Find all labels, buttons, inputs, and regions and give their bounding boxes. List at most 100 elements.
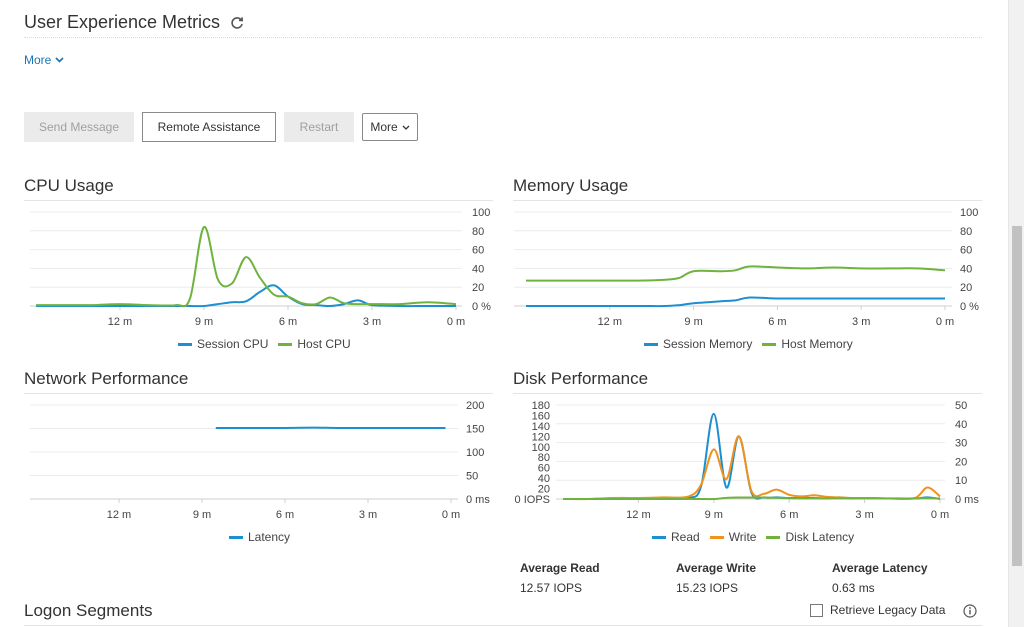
retrieve-legacy-label: Retrieve Legacy Data xyxy=(830,603,946,617)
series-line-host-memory xyxy=(526,265,946,282)
legend-label: Disk Latency xyxy=(785,530,855,544)
disk-title-divider xyxy=(513,393,982,394)
remote-assistance-button[interactable]: Remote Assistance xyxy=(142,112,276,142)
logon-segments-divider xyxy=(24,625,982,626)
y-left-tick-label: 40 xyxy=(538,473,550,485)
x-tick-label: 12 m xyxy=(108,316,132,328)
legend-label: Latency xyxy=(248,530,291,544)
memory-title-divider xyxy=(513,200,982,201)
y-left-tick-label: 60 xyxy=(538,463,550,475)
x-tick-label: 0 m xyxy=(442,509,460,521)
legend-write[interactable]: Write xyxy=(709,530,757,544)
average-write-label: Average Write xyxy=(676,561,757,575)
x-tick-label: 0 m xyxy=(931,509,949,521)
network-legend: Latency xyxy=(229,530,290,544)
network-performance-chart: 200 150 100 50 0 ms 12 m 9 m 6 m 3 m 0 m xyxy=(30,400,490,521)
logon-segments-title: Logon Segments xyxy=(24,601,153,620)
memory-usage-chart: 100 80 60 40 20 0 % 12 m 9 m 6 m 3 m 0 m xyxy=(514,207,979,328)
x-tick-label: 6 m xyxy=(780,509,798,521)
y-tick-label: 150 xyxy=(466,424,484,436)
y-left-tick-label: 20 xyxy=(538,484,550,496)
average-latency-label: Average Latency xyxy=(832,561,928,575)
chevron-down-icon xyxy=(402,125,410,130)
retrieve-legacy-checkbox[interactable] xyxy=(810,603,823,617)
y-left-tick-label: 180 xyxy=(532,400,550,412)
x-tick-label: 6 m xyxy=(279,316,297,328)
legend-session-cpu[interactable]: Session CPU xyxy=(178,337,268,351)
y-tick-label: 0 ms xyxy=(955,494,979,506)
legend-label: Write xyxy=(728,530,757,544)
more-details-link[interactable]: More xyxy=(24,53,64,67)
y-tick-label: 0 % xyxy=(472,301,491,313)
disk-performance-title: Disk Performance xyxy=(513,369,649,388)
legend-host-memory[interactable]: Host Memory xyxy=(762,337,853,351)
legend-host-cpu[interactable]: Host CPU xyxy=(278,337,351,351)
legend-disk-latency[interactable]: Disk Latency xyxy=(766,530,854,544)
restart-button[interactable]: Restart xyxy=(284,112,354,142)
average-read-value: 12.57 IOPS xyxy=(520,581,583,595)
more-actions-dropdown[interactable]: More xyxy=(362,113,418,141)
series-line-session-memory xyxy=(526,296,945,308)
legend-swatch xyxy=(762,342,777,346)
more-link-label: More xyxy=(24,53,52,67)
x-tick-label: 3 m xyxy=(363,316,381,328)
x-tick-label: 9 m xyxy=(193,509,211,521)
cpu-usage-title: CPU Usage xyxy=(24,176,114,195)
y-tick-label: 60 xyxy=(472,245,484,257)
x-tick-label: 0 m xyxy=(936,316,954,328)
y-tick-label: 50 xyxy=(955,400,967,412)
x-tick-label: 0 m xyxy=(447,316,465,328)
legend-swatch xyxy=(644,342,658,346)
y-tick-label: 20 xyxy=(960,282,972,294)
series-line-read xyxy=(562,412,941,501)
x-tick-label: 12 m xyxy=(107,509,131,521)
legend-latency[interactable]: Latency xyxy=(229,530,290,544)
retrieve-legacy-data-toggle[interactable]: Retrieve Legacy Data xyxy=(810,603,945,617)
y-left-tick-label: 80 xyxy=(538,452,550,464)
x-tick-label: 12 m xyxy=(598,316,622,328)
network-title-divider xyxy=(24,393,493,394)
series-line-disk-latency xyxy=(563,496,941,501)
cpu-title-divider xyxy=(24,200,493,201)
disk-legend: Read Write Disk Latency xyxy=(652,530,854,544)
cpu-usage-chart: 100 80 60 40 20 0 % 12 m 9 m 6 m 3 m 0 m xyxy=(30,207,491,328)
memory-legend: Session Memory Host Memory xyxy=(644,337,853,351)
network-performance-title: Network Performance xyxy=(24,369,189,388)
page-scrollbar[interactable] xyxy=(1008,0,1024,627)
info-icon[interactable] xyxy=(963,604,977,618)
legend-session-memory[interactable]: Session Memory xyxy=(644,337,752,351)
y-tick-label: 80 xyxy=(472,226,484,238)
x-tick-label: 3 m xyxy=(852,316,870,328)
legend-swatch xyxy=(178,342,192,346)
y-tick-label: 100 xyxy=(472,207,490,219)
x-tick-label: 9 m xyxy=(705,509,723,521)
y-tick-label: 10 xyxy=(955,475,967,487)
legend-label: Host CPU xyxy=(297,337,351,351)
series-line-session-cpu xyxy=(36,284,456,308)
series-line-write xyxy=(562,435,941,501)
page-title: User Experience Metrics xyxy=(24,12,221,32)
cpu-legend: Session CPU Host CPU xyxy=(178,337,351,351)
x-tick-label: 9 m xyxy=(195,316,213,328)
y-tick-label: 80 xyxy=(960,226,972,238)
y-tick-label: 40 xyxy=(955,419,967,431)
y-tick-label: 40 xyxy=(472,263,484,275)
legend-label: Session CPU xyxy=(197,337,269,351)
legend-label: Session Memory xyxy=(663,337,753,351)
y-left-tick-label: 100 xyxy=(532,442,550,454)
x-tick-label: 9 m xyxy=(684,316,702,328)
legend-swatch xyxy=(652,535,666,539)
send-message-button[interactable]: Send Message xyxy=(24,112,134,142)
legend-label: Host Memory xyxy=(781,337,853,351)
y-tick-label: 0 ms xyxy=(466,494,490,506)
y-tick-label: 20 xyxy=(955,456,967,468)
y-tick-label: 200 xyxy=(466,400,484,412)
scrollbar-thumb[interactable] xyxy=(1012,226,1022,566)
y-tick-label: 60 xyxy=(960,245,972,257)
refresh-icon[interactable] xyxy=(229,15,245,31)
legend-swatch xyxy=(278,342,293,346)
x-tick-label: 3 m xyxy=(855,509,873,521)
legend-read[interactable]: Read xyxy=(652,530,700,544)
y-tick-label: 30 xyxy=(955,438,967,450)
